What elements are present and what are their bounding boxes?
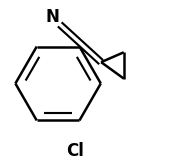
Text: Cl: Cl <box>66 142 84 160</box>
Text: N: N <box>45 8 59 26</box>
